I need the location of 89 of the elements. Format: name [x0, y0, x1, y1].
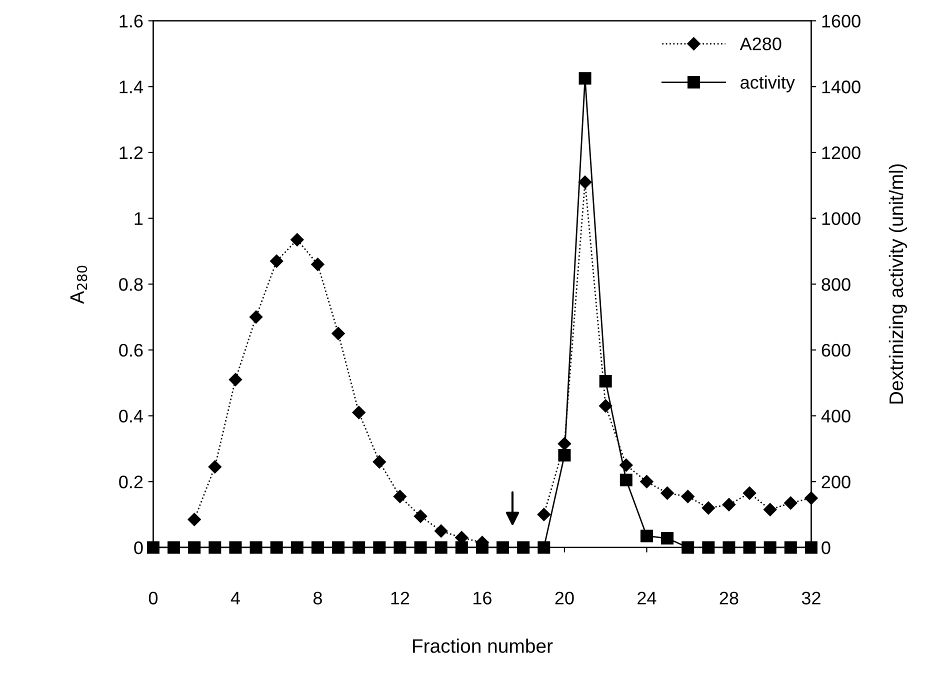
- x-tick-label: 12: [391, 592, 410, 604]
- point: [804, 492, 818, 505]
- x-tick-label: 0: [148, 592, 158, 604]
- point: [578, 72, 592, 85]
- point: [702, 501, 715, 515]
- point: [168, 541, 180, 554]
- point: [290, 233, 304, 246]
- point: [311, 541, 324, 554]
- point: [228, 373, 242, 386]
- point: [599, 399, 612, 413]
- y2-tick-label: 1000: [822, 212, 860, 226]
- point: [332, 326, 345, 340]
- point: [743, 541, 756, 554]
- point: [558, 437, 572, 450]
- y2-tick-label: 200: [822, 476, 850, 488]
- point: [352, 406, 366, 420]
- y2-tick-label: 1400: [822, 80, 860, 94]
- y-tick-label: 1: [134, 212, 143, 225]
- point: [496, 541, 510, 554]
- point: [620, 474, 632, 486]
- point: [784, 496, 798, 510]
- point: [784, 541, 797, 554]
- point: [537, 508, 550, 522]
- point: [742, 486, 756, 500]
- y-tick-label: 0.8: [119, 278, 143, 291]
- x-tick-label: 24: [638, 592, 656, 604]
- point: [270, 541, 283, 554]
- y-tick-label: 0: [134, 541, 143, 554]
- point: [764, 541, 776, 554]
- point: [640, 475, 654, 488]
- point: [434, 541, 448, 554]
- point: [661, 532, 674, 545]
- point: [434, 524, 448, 538]
- y-tick-label: 0.2: [119, 476, 143, 488]
- point: [352, 541, 366, 554]
- y-tick-label: 0.4: [119, 410, 143, 423]
- legend-label: A280: [740, 38, 782, 50]
- point: [558, 449, 571, 462]
- y2-tick-label: 1600: [822, 14, 860, 28]
- point: [270, 254, 284, 268]
- x-tick-label: 16: [474, 592, 492, 604]
- point: [702, 541, 715, 554]
- point: [764, 503, 777, 516]
- point: [188, 541, 201, 554]
- point: [517, 541, 530, 554]
- x-tick-label: 28: [720, 592, 738, 604]
- x-tick-label: 32: [802, 592, 820, 604]
- y2-tick-label: 600: [822, 344, 850, 357]
- x-tick-label: 4: [230, 592, 240, 604]
- point: [681, 490, 694, 504]
- y2-tick-label: 800: [822, 278, 850, 291]
- point: [599, 374, 612, 388]
- point: [682, 541, 694, 554]
- point: [414, 541, 427, 554]
- y-tick-label: 1.6: [120, 14, 143, 28]
- point: [208, 541, 222, 554]
- point: [332, 541, 345, 554]
- point: [578, 176, 592, 189]
- point: [290, 541, 304, 554]
- y2-tick-label: 0: [822, 541, 830, 554]
- point: [640, 530, 653, 542]
- point: [208, 460, 222, 474]
- y2-tick-label: 1200: [822, 146, 860, 160]
- point: [394, 541, 406, 554]
- point: [373, 541, 386, 554]
- point: [722, 541, 736, 554]
- x-axis-title: Fraction number: [413, 638, 553, 653]
- y-tick-label: 1.4: [120, 80, 143, 94]
- point: [660, 486, 674, 500]
- point: [538, 541, 550, 554]
- point: [620, 458, 633, 472]
- y2-tick-label: 400: [821, 410, 850, 423]
- point: [311, 258, 324, 271]
- point: [722, 498, 736, 512]
- x-tick-label: 8: [313, 592, 322, 604]
- point: [372, 455, 386, 468]
- point: [188, 512, 201, 526]
- y-axis-title: A$_{280}$: [70, 266, 88, 304]
- point: [393, 490, 407, 504]
- legend-label: activity: [740, 76, 795, 92]
- point: [229, 541, 242, 554]
- y2-axis-title: Dextrinizing activity (unit/ml): [888, 164, 908, 404]
- x-tick-label: 20: [555, 592, 574, 604]
- y-tick-label: 1.2: [120, 146, 143, 159]
- y-tick-label: 0.6: [119, 344, 143, 357]
- point: [804, 541, 818, 554]
- point: [250, 541, 262, 554]
- point: [414, 510, 428, 523]
- point: [249, 310, 263, 324]
